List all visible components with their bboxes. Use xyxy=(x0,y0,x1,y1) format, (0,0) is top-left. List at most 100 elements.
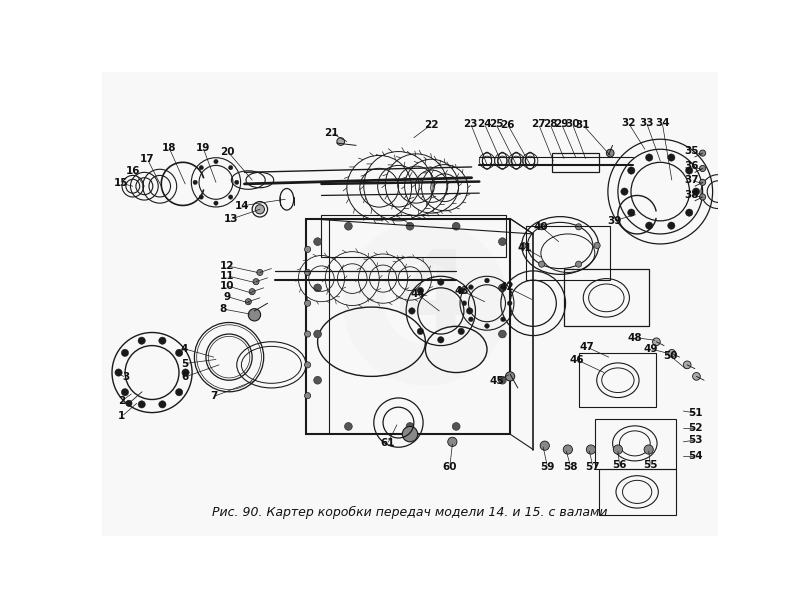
Circle shape xyxy=(693,373,700,380)
Text: 12: 12 xyxy=(219,261,234,271)
Circle shape xyxy=(466,308,473,314)
Text: 6: 6 xyxy=(181,372,188,382)
Text: 1: 1 xyxy=(118,411,126,421)
Circle shape xyxy=(126,400,132,406)
Text: 42: 42 xyxy=(499,282,514,292)
Circle shape xyxy=(438,337,444,343)
Circle shape xyxy=(406,222,414,230)
Text: 16: 16 xyxy=(126,166,140,176)
Circle shape xyxy=(501,317,506,321)
Bar xyxy=(306,219,510,434)
Text: 22: 22 xyxy=(424,120,438,130)
Circle shape xyxy=(115,369,122,376)
Circle shape xyxy=(199,195,203,199)
Circle shape xyxy=(122,349,129,356)
Text: 57: 57 xyxy=(586,462,600,472)
Text: 10: 10 xyxy=(219,281,234,291)
Text: 46: 46 xyxy=(570,355,585,365)
Text: 37: 37 xyxy=(684,175,698,185)
Text: 55: 55 xyxy=(643,461,658,470)
Text: 38: 38 xyxy=(684,190,698,200)
Circle shape xyxy=(314,238,322,246)
Circle shape xyxy=(214,201,218,205)
Text: 36: 36 xyxy=(684,161,698,172)
Text: 40: 40 xyxy=(534,222,548,232)
Text: 9: 9 xyxy=(223,291,230,302)
Circle shape xyxy=(158,401,166,408)
Text: 39: 39 xyxy=(607,216,622,226)
Circle shape xyxy=(138,401,146,408)
Circle shape xyxy=(462,301,466,306)
Text: 54: 54 xyxy=(688,451,703,461)
Circle shape xyxy=(653,338,660,346)
Circle shape xyxy=(175,349,183,356)
Circle shape xyxy=(249,288,255,295)
Circle shape xyxy=(469,285,474,290)
Text: 24: 24 xyxy=(478,119,492,129)
Text: 49: 49 xyxy=(643,344,658,354)
Circle shape xyxy=(683,361,691,368)
Circle shape xyxy=(628,167,635,174)
Circle shape xyxy=(498,284,506,292)
Circle shape xyxy=(644,445,654,454)
Circle shape xyxy=(628,209,635,216)
Text: 27: 27 xyxy=(531,119,546,129)
Text: Рис. 90. Картер коробки передач модели 14. и 15. с валами: Рис. 90. Картер коробки передач модели 1… xyxy=(212,506,608,519)
Circle shape xyxy=(345,222,352,230)
Circle shape xyxy=(452,222,460,230)
Circle shape xyxy=(229,166,233,170)
Text: 44: 44 xyxy=(410,290,425,299)
Circle shape xyxy=(417,328,424,335)
Text: 3: 3 xyxy=(122,372,130,382)
Circle shape xyxy=(692,188,700,195)
Bar xyxy=(553,153,598,172)
Circle shape xyxy=(586,445,595,454)
Text: 20: 20 xyxy=(220,147,234,157)
Text: 56: 56 xyxy=(613,461,627,470)
Circle shape xyxy=(699,166,706,172)
Text: 5: 5 xyxy=(181,359,188,368)
Text: 61: 61 xyxy=(380,438,394,448)
Text: 18: 18 xyxy=(162,143,176,152)
Text: 60: 60 xyxy=(442,462,457,472)
Text: 52: 52 xyxy=(689,423,703,433)
Text: 2: 2 xyxy=(118,396,126,406)
Circle shape xyxy=(122,388,129,396)
Bar xyxy=(564,268,649,326)
Circle shape xyxy=(668,349,676,357)
Circle shape xyxy=(438,279,444,285)
Circle shape xyxy=(498,330,506,338)
Circle shape xyxy=(229,195,233,199)
Circle shape xyxy=(506,372,514,381)
Text: 50: 50 xyxy=(662,351,678,361)
Text: 28: 28 xyxy=(542,119,558,129)
Text: 26: 26 xyxy=(500,120,514,129)
Circle shape xyxy=(234,180,239,184)
Circle shape xyxy=(314,284,322,292)
Circle shape xyxy=(402,426,418,442)
Circle shape xyxy=(458,287,465,294)
Circle shape xyxy=(563,445,573,454)
Circle shape xyxy=(305,246,310,252)
Circle shape xyxy=(253,279,259,285)
Circle shape xyxy=(175,388,183,396)
Circle shape xyxy=(337,138,345,146)
Circle shape xyxy=(257,269,263,276)
Bar xyxy=(322,215,506,257)
Circle shape xyxy=(314,376,322,384)
Circle shape xyxy=(305,269,310,276)
Circle shape xyxy=(305,393,310,399)
Text: 21: 21 xyxy=(324,128,338,138)
Circle shape xyxy=(699,194,706,200)
Circle shape xyxy=(248,309,261,321)
Text: 35: 35 xyxy=(684,146,698,156)
Circle shape xyxy=(305,362,310,368)
Circle shape xyxy=(469,317,474,321)
Circle shape xyxy=(594,243,600,249)
Circle shape xyxy=(498,376,506,384)
Circle shape xyxy=(138,337,146,344)
Circle shape xyxy=(668,222,675,229)
Circle shape xyxy=(199,166,203,170)
Circle shape xyxy=(305,331,310,337)
Circle shape xyxy=(255,205,265,214)
